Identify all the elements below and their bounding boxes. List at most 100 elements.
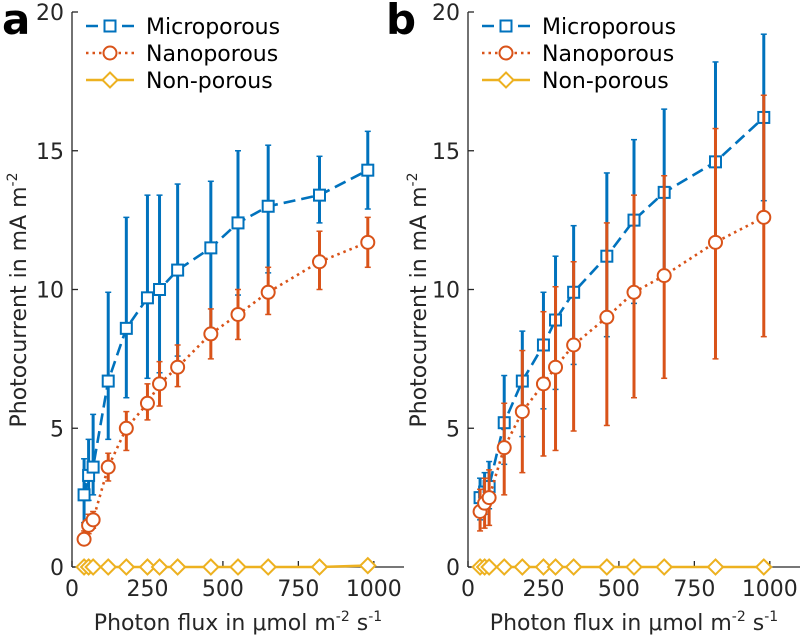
panel-b-legend-entry: Non-porous [482, 69, 669, 94]
panel-a-ytick-label: 20 [36, 1, 64, 26]
data-point [139, 395, 155, 411]
data-point [171, 263, 185, 277]
data-point [548, 359, 564, 375]
panel-a-legend-entry: Non-porous [86, 69, 273, 94]
panel-a-y-axis-label: Photocurrent in mA m-2 [5, 172, 32, 427]
data-point [480, 558, 499, 576]
data-point [310, 558, 329, 576]
panel-a: a Photocurrent in mA m-2 Photon flux in … [2, 0, 404, 636]
data-point [626, 284, 642, 300]
data-point [84, 558, 103, 576]
data-point [76, 531, 92, 547]
data-point [535, 376, 551, 392]
data-point [138, 558, 157, 576]
legend-label: Nanoporous [542, 42, 674, 67]
legend-marker [102, 45, 118, 61]
panel-a-series-non-porous [75, 556, 377, 576]
data-point [655, 558, 674, 576]
data-point [259, 558, 278, 576]
panel-b-xtick-label: 1000 [742, 577, 798, 602]
panel-a-legend-entry: Nanoporous [86, 42, 278, 67]
panel-b-xlabel-sup2: -1 [764, 609, 778, 625]
panel-b-series-non-porous [471, 558, 773, 576]
data-point [534, 558, 553, 576]
panel-b-series-nanoporous [472, 94, 772, 532]
panel-a-xtick-label: 500 [202, 577, 244, 602]
panel-b-ytick-label: 5 [446, 417, 460, 442]
panel-a-x-axis-label: Photon flux in μmol m-2 s-1 [94, 609, 382, 636]
data-point [77, 488, 91, 502]
data-point [495, 558, 514, 576]
legend-label: Non-porous [146, 69, 273, 94]
data-point [99, 558, 118, 576]
legend-marker [103, 19, 117, 33]
panel-b-xtick-label: 750 [673, 577, 715, 602]
data-point [756, 209, 772, 225]
data-point [496, 440, 512, 456]
data-point [546, 558, 565, 576]
panel-b: b Photocurrent in mA m-2 Photon flux in … [386, 0, 800, 636]
data-point [170, 359, 186, 375]
data-point [230, 306, 246, 322]
legend-marker [497, 71, 515, 89]
data-point [229, 558, 247, 576]
data-point [566, 337, 582, 353]
panel-a-ytick-label: 10 [36, 279, 64, 304]
panel-a-xlabel-main: Photon flux in μmol m [94, 611, 336, 636]
panel-b-x-axis-label: Photon flux in μmol m-2 s-1 [490, 609, 778, 636]
data-point [358, 556, 377, 575]
data-point [261, 199, 275, 213]
panel-a-ytick-label: 5 [50, 417, 64, 442]
legend-label: Non-porous [542, 69, 669, 94]
data-point [597, 558, 616, 576]
data-point [707, 234, 723, 250]
panel-b-xlabel-main: Photon flux in μmol m [490, 611, 732, 636]
data-point [481, 490, 497, 506]
panel-a-series-microporous [77, 130, 375, 524]
panel-b-ytick-label: 10 [432, 279, 460, 304]
legend-marker [499, 19, 513, 33]
data-point [203, 326, 219, 342]
data-point [204, 241, 218, 255]
data-point [513, 558, 532, 576]
data-point [311, 254, 327, 270]
panel-a-xtick-label: 750 [277, 577, 319, 602]
data-point [100, 459, 116, 475]
panel-b-series-microporous [473, 33, 771, 521]
panel-a-xlabel-sup1: -2 [336, 609, 350, 625]
panel-b-ylabel-sup: -2 [405, 172, 421, 186]
data-point [168, 558, 187, 576]
panel-b-ytick-label: 20 [432, 1, 460, 26]
panel-a-label: a [2, 0, 30, 44]
data-point [564, 558, 583, 576]
panel-b-legend-entry: Nanoporous [482, 42, 674, 67]
data-point [118, 420, 134, 436]
legend-label: Microporous [146, 15, 280, 40]
data-point [360, 234, 376, 250]
panel-b-ytick-label: 0 [446, 556, 460, 581]
panel-b-xtick-label: 0 [461, 577, 475, 602]
data-point [85, 512, 101, 528]
panel-a-xlabel-mid: s [350, 611, 368, 636]
panel-b-y-axis-label: Photocurrent in mA m-2 [405, 172, 432, 427]
panel-a-xlabel-sup2: -1 [368, 609, 382, 625]
panel-a-xtick-label: 250 [126, 577, 168, 602]
data-point [153, 283, 167, 296]
panel-a-ylabel-main: Photocurrent in mA m [7, 186, 32, 427]
panel-a-xtick-label: 0 [65, 577, 79, 602]
data-point [599, 309, 615, 325]
legend-label: Nanoporous [146, 42, 278, 67]
data-point [625, 558, 643, 576]
panel-a-ytick-label: 0 [50, 556, 64, 581]
data-point [312, 188, 326, 202]
panel-a-ylabel-sup: -2 [5, 172, 21, 186]
panel-a-legend-entry: Microporous [86, 15, 280, 40]
panel-b-xtick-label: 500 [598, 577, 640, 602]
data-point [260, 284, 276, 300]
panel-b-label: b [386, 0, 416, 44]
panel-b-ylabel-main: Photocurrent in mA m [407, 186, 432, 427]
legend-marker [498, 45, 514, 61]
panel-b-xlabel-mid: s [746, 611, 764, 636]
data-point [361, 163, 375, 177]
